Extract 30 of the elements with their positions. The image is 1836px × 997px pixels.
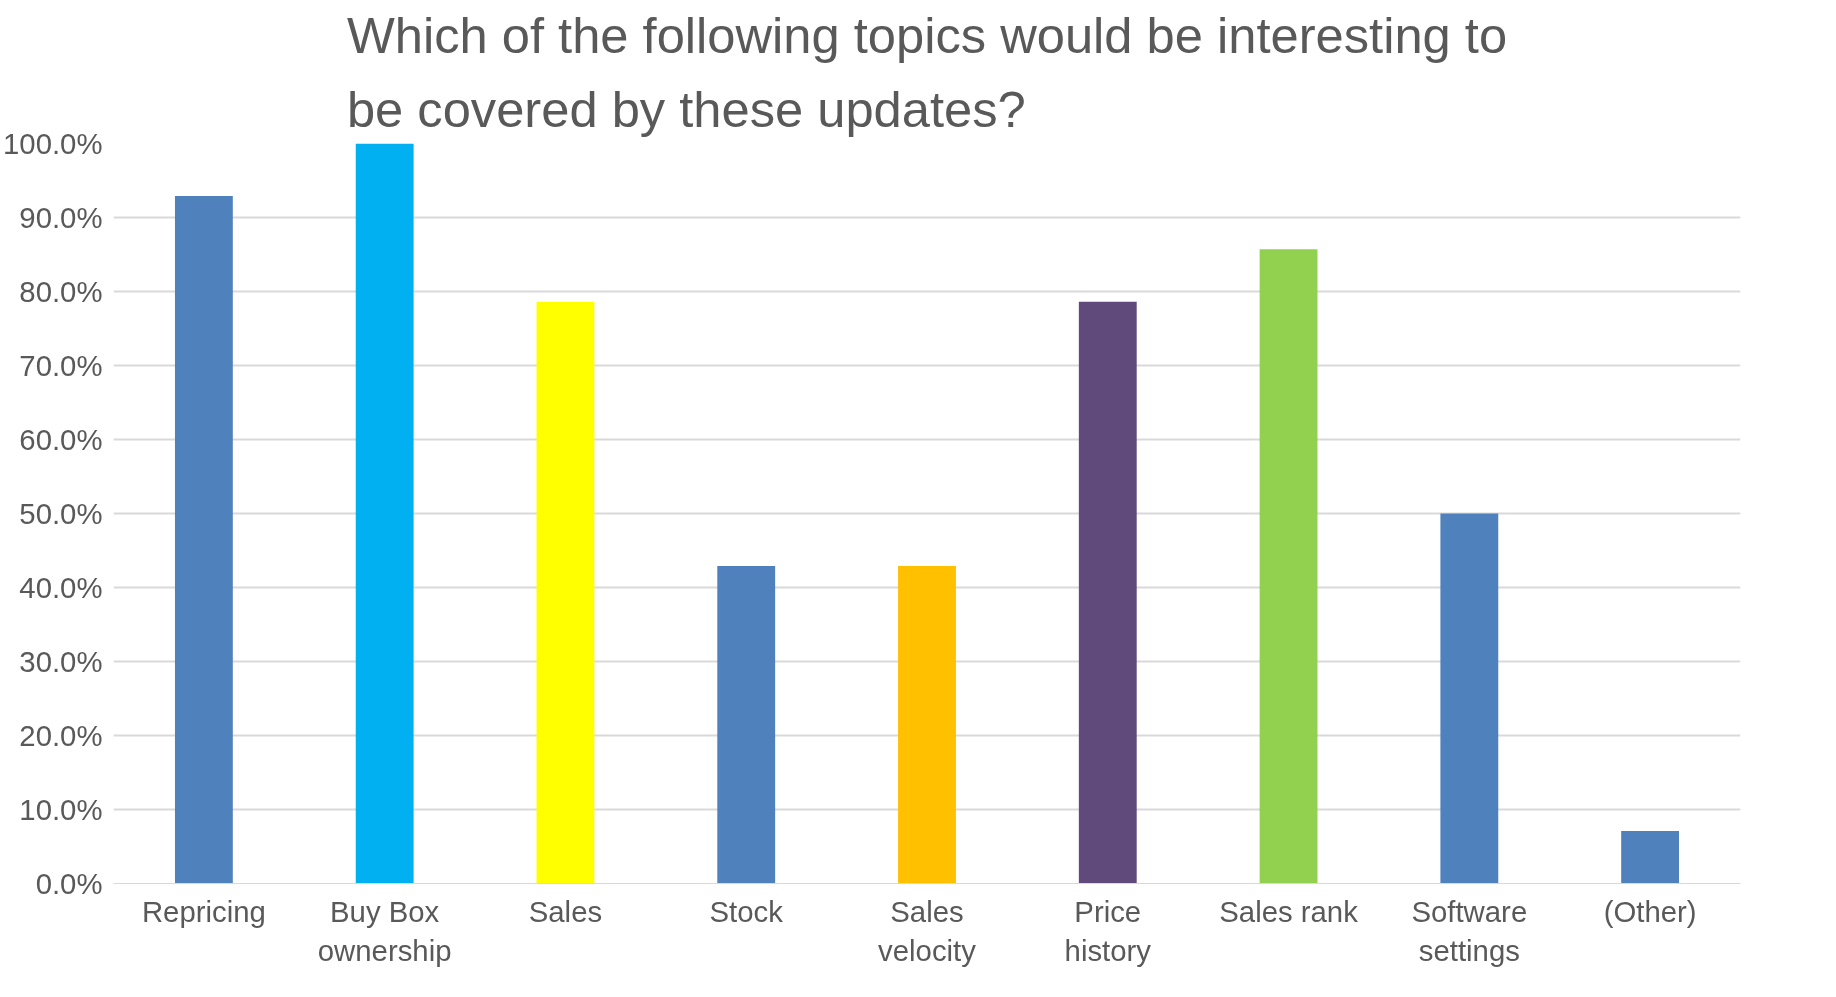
x-tick-label: Repricing — [141, 894, 266, 928]
y-tick-label: 50.0% — [19, 497, 103, 530]
y-tick-label: 80.0% — [19, 275, 103, 308]
x-tick-label: Sales — [528, 894, 603, 928]
x-tick-label: Buy Box ownership — [317, 894, 452, 968]
bar — [355, 143, 414, 884]
chart-title: Which of the following topics would be interesting to be covered by these updates? — [346, 7, 1508, 139]
y-tick-label: 40.0% — [19, 571, 103, 604]
y-tick-label: 90.0% — [19, 201, 103, 234]
x-tick-label: Sales velocity — [878, 894, 977, 968]
bar — [717, 566, 776, 884]
x-tick-label: Stock — [709, 894, 784, 928]
y-tick-label: 20.0% — [19, 719, 103, 752]
bar — [1259, 249, 1318, 884]
y-tick-label: 100.0% — [3, 127, 103, 160]
y-tick-label: 30.0% — [19, 645, 103, 678]
bar — [1621, 830, 1680, 884]
bar — [898, 566, 956, 884]
bar — [536, 301, 595, 884]
y-tick-label: 60.0% — [19, 423, 103, 456]
bar — [1078, 301, 1137, 884]
x-tick-label: Sales rank — [1219, 894, 1359, 928]
y-tick-label: 0.0% — [35, 867, 103, 900]
bar — [174, 196, 233, 884]
y-tick-label: 70.0% — [19, 349, 103, 382]
x-tick-label: (Other) — [1603, 894, 1697, 928]
bar — [1440, 513, 1499, 884]
x-tick-label: Software settings — [1411, 894, 1528, 968]
y-tick-label: 10.0% — [19, 793, 103, 826]
x-tick-label: Price history — [1064, 894, 1152, 968]
